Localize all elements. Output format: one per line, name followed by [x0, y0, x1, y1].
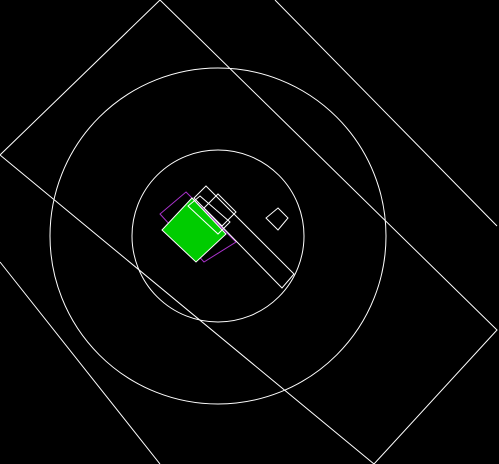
green-block-inner-outline: [187, 195, 231, 235]
outer-circle[interactable]: [49, 67, 387, 405]
green-block[interactable]: [161, 197, 227, 263]
outer-square-edge-left: [0, 261, 161, 464]
outer-square-edge-top: [274, 0, 498, 227]
long-arm-inner: [203, 193, 237, 227]
inner-circle[interactable]: [131, 149, 305, 323]
selection-box[interactable]: [159, 191, 237, 263]
long-arm[interactable]: [193, 185, 295, 289]
small-diamond[interactable]: [265, 207, 289, 231]
